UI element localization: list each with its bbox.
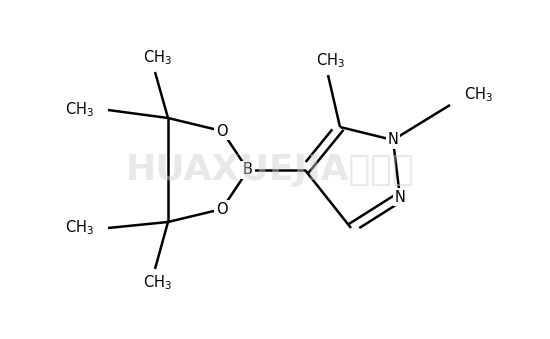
Text: O: O <box>216 123 228 139</box>
Text: CH$_3$: CH$_3$ <box>65 101 94 119</box>
Text: B: B <box>243 162 253 178</box>
Text: CH$_3$: CH$_3$ <box>142 274 172 292</box>
Text: CH$_3$: CH$_3$ <box>65 219 94 237</box>
Text: CH$_3$: CH$_3$ <box>464 86 493 104</box>
Text: HUAXUEJIA化学加: HUAXUEJIA化学加 <box>126 153 414 187</box>
Text: CH$_3$: CH$_3$ <box>142 49 172 67</box>
Text: N: N <box>388 133 398 147</box>
Text: O: O <box>216 201 228 217</box>
Text: CH$_3$: CH$_3$ <box>316 52 344 71</box>
Text: N: N <box>394 190 405 204</box>
